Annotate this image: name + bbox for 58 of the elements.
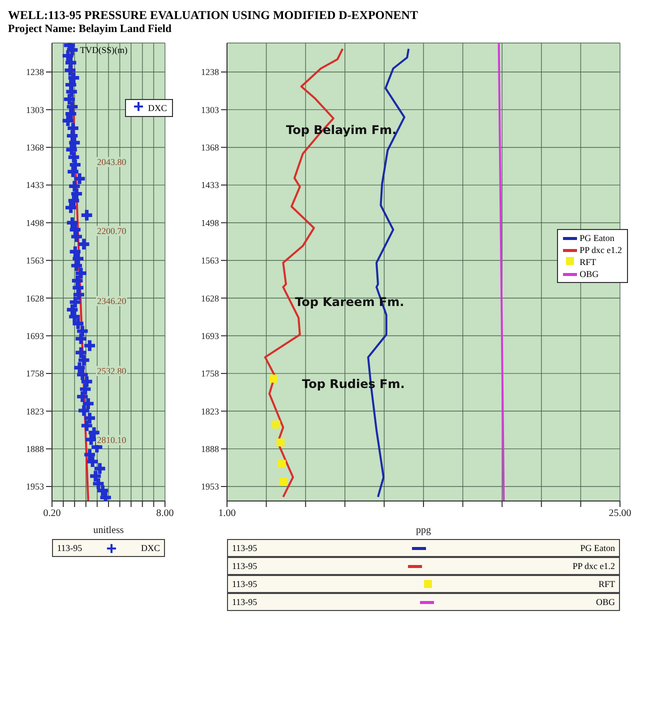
x-axis-title: ppg: [416, 525, 431, 536]
y-tick-label: 1368: [26, 142, 44, 153]
text: 113-95: [57, 543, 82, 553]
text: 113-95: [232, 579, 258, 589]
text: WELL:113-95 PRESSURE EVALUATION USING MODIFIED D-EXPONENT: [8, 8, 419, 23]
legend-label: PP dxc e1.2: [578, 244, 622, 256]
annotation: 2810.10: [96, 435, 128, 445]
y-tick-label: 1303: [26, 104, 44, 115]
y-tick-label: 1628: [26, 293, 44, 304]
y-tick-label: 1238: [201, 67, 220, 78]
y-tick-label: 1498: [201, 218, 220, 228]
x-tick-label: 1.00: [218, 508, 236, 520]
x-tick-label: 25.00: [608, 508, 632, 520]
legend-label: PG Eaton: [578, 232, 616, 244]
y-tick-label: 1563: [201, 256, 220, 266]
y-tick-label: 1238: [26, 67, 44, 78]
legend-label: OBG: [578, 268, 600, 280]
y-tick-label: 1758: [201, 368, 220, 379]
point: [272, 420, 280, 428]
text: OBG: [596, 597, 615, 607]
text: 113-95: [232, 597, 258, 607]
y-tick-label: 1888: [26, 444, 44, 454]
y-tick-label: 1758: [26, 368, 44, 379]
legend-label: RFT: [578, 256, 598, 268]
y-tick-label: 1368: [201, 142, 220, 153]
annotation: 2346.20: [96, 296, 128, 306]
y-axis-title: TVD(SS)(m): [80, 45, 128, 55]
y-tick-label: 1433: [201, 180, 220, 190]
annotation: 2200.70: [96, 226, 128, 236]
x-tick-label: 0.20: [43, 508, 61, 520]
y-tick-label: 1953: [201, 482, 220, 492]
y-tick-label: 1823: [201, 406, 220, 416]
text: 113-95: [232, 561, 258, 571]
y-tick-label: 1433: [26, 180, 44, 190]
chart-subtitle: Project Name: Belayim Land Field: [8, 23, 173, 35]
y-tick-label: 1823: [26, 406, 44, 416]
point: [276, 438, 285, 446]
y-tick-label: 1953: [26, 482, 44, 492]
text: PP dxc e1.2: [572, 561, 615, 571]
x-axis-title: unitless: [93, 525, 124, 536]
y-tick-label: 1693: [201, 330, 220, 341]
point: [270, 374, 278, 383]
point: [278, 460, 286, 468]
annotation: 2043.80: [96, 157, 128, 167]
y-tick-label: 1628: [201, 293, 220, 304]
text: PG Eaton: [580, 543, 615, 553]
y-tick-label: 1563: [26, 256, 44, 266]
annotation: 2532.80: [96, 366, 128, 376]
legend-label: DXC: [146, 102, 167, 114]
y-tick-label: 1498: [26, 218, 44, 228]
y-tick-label: 1693: [26, 330, 44, 341]
x-tick-label: 8.00: [156, 508, 174, 520]
y-tick-label: 1303: [201, 104, 220, 115]
point: [279, 478, 288, 486]
text: 113-95: [232, 543, 258, 553]
y-tick-label: 1888: [201, 444, 220, 454]
text: RFT: [598, 579, 615, 589]
text: DXC: [140, 543, 160, 553]
